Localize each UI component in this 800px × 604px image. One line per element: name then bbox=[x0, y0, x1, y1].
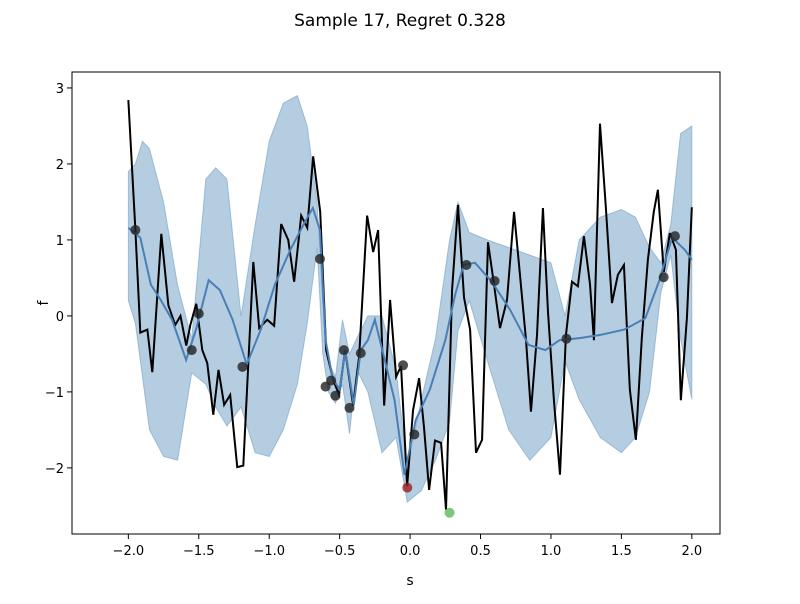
data-point bbox=[314, 253, 325, 264]
confidence-band bbox=[127, 94, 693, 504]
data-point bbox=[669, 231, 680, 242]
y-tick-label: −1 bbox=[45, 386, 64, 401]
data-point bbox=[130, 225, 141, 236]
y-tick-label: 3 bbox=[56, 82, 64, 97]
data-point bbox=[561, 333, 572, 344]
data-point bbox=[444, 507, 455, 518]
plot-area bbox=[127, 94, 693, 518]
data-point bbox=[237, 361, 248, 372]
data-point bbox=[409, 429, 420, 440]
data-point bbox=[402, 482, 413, 493]
data-point bbox=[344, 402, 355, 413]
y-tick-label: 1 bbox=[56, 234, 64, 249]
x-tick-label: −1.5 bbox=[183, 544, 215, 559]
data-point bbox=[326, 375, 337, 386]
chart-title: Sample 17, Regret 0.328 bbox=[294, 11, 506, 31]
data-point bbox=[330, 390, 341, 401]
y-tick-label: 0 bbox=[56, 310, 64, 325]
data-point bbox=[461, 260, 472, 271]
x-tick-label: 0.5 bbox=[470, 544, 491, 559]
x-axis-label: s bbox=[406, 573, 413, 589]
data-point bbox=[489, 275, 500, 286]
x-tick-label: −0.5 bbox=[324, 544, 356, 559]
data-point bbox=[338, 345, 349, 356]
data-point bbox=[186, 345, 197, 356]
data-point bbox=[658, 272, 669, 283]
x-tick-label: 1.5 bbox=[611, 544, 632, 559]
x-tick-label: 1.0 bbox=[541, 544, 562, 559]
y-tick-label: −2 bbox=[45, 462, 64, 477]
data-point bbox=[193, 308, 204, 319]
data-point bbox=[398, 360, 409, 371]
x-tick-label: 2.0 bbox=[681, 544, 702, 559]
y-axis-label: f bbox=[36, 299, 52, 305]
y-tick-label: 2 bbox=[56, 158, 64, 173]
series-line bbox=[127, 100, 693, 510]
axes-frame bbox=[71, 71, 721, 535]
x-tick-label: −1.0 bbox=[253, 544, 285, 559]
data-point bbox=[355, 348, 366, 359]
x-tick-label: 0.0 bbox=[400, 544, 421, 559]
x-tick-label: −2.0 bbox=[113, 544, 145, 559]
